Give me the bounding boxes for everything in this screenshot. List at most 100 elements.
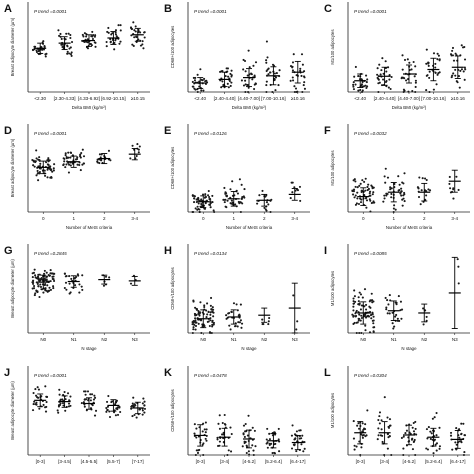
data-point: [100, 159, 103, 162]
data-point: [36, 282, 39, 286]
data-point: [217, 422, 220, 425]
data-point: [384, 60, 387, 63]
data-point: [105, 45, 108, 48]
data-point: [393, 204, 396, 207]
data-point: [393, 325, 396, 328]
data-point: [37, 388, 40, 391]
data-point: [31, 158, 34, 162]
data-point: [35, 290, 38, 293]
data-point: [352, 420, 355, 423]
data-point: [247, 90, 250, 94]
y-axis-label: Breast adipocyte diameter (µm): [10, 17, 15, 76]
data-point: [194, 306, 197, 309]
data-point: [36, 386, 39, 389]
data-point: [382, 200, 385, 203]
data-point: [65, 163, 68, 166]
data-point: [195, 427, 198, 430]
data-point: [372, 200, 375, 203]
data-point: [132, 44, 135, 47]
data-point: [114, 29, 118, 32]
x-tick-label: [7.00-10.16]: [421, 96, 446, 101]
x-tick-label: ≥10.15: [131, 96, 145, 101]
data-point: [397, 189, 400, 192]
data-point: [459, 69, 462, 72]
data-point: [89, 399, 92, 402]
data-point: [390, 196, 393, 199]
x-tick-label: [5.2-6.4]: [265, 459, 282, 464]
data-point: [414, 79, 417, 82]
data-point: [61, 45, 64, 49]
x-tick-label: [0-3]: [36, 459, 45, 464]
data-point: [216, 436, 219, 439]
panel-L: L P trend =0.0304 M1/100 adipocytes [0-3] [3…: [324, 366, 470, 464]
data-point: [392, 210, 395, 214]
y-axis-label: Breast adipocyte diameter (µm): [10, 138, 15, 197]
data-point: [432, 88, 435, 91]
data-point: [302, 84, 305, 87]
data-point: [207, 189, 210, 193]
data-point: [94, 409, 98, 412]
data-point: [211, 306, 214, 309]
x-tick-label: [4-5.2]: [242, 459, 255, 464]
data-point: [49, 272, 52, 275]
data-point: [433, 438, 436, 441]
data-point: [392, 327, 395, 330]
data-point: [299, 199, 302, 202]
data-point: [433, 416, 436, 419]
data-point: [37, 285, 40, 288]
data-point: [437, 54, 440, 57]
data-point: [81, 274, 84, 277]
data-point: [240, 183, 243, 186]
data-point: [80, 285, 83, 288]
data-point: [365, 74, 368, 77]
data-point: [299, 67, 302, 70]
data-point: [143, 400, 146, 403]
data-point: [93, 41, 96, 44]
data-point: [354, 185, 357, 188]
data-point: [295, 90, 298, 94]
panel-letter: E: [164, 125, 171, 137]
data-point: [143, 36, 146, 39]
data-point: [243, 188, 246, 191]
data-point: [408, 61, 411, 64]
data-point: [135, 416, 138, 419]
data-point: [91, 30, 94, 33]
data-point: [358, 331, 361, 335]
x-tick-label: N0: [40, 337, 46, 342]
data-point: [428, 90, 431, 94]
data-point: [32, 160, 35, 163]
data-point: [35, 394, 38, 397]
data-point: [110, 33, 113, 36]
data-point: [131, 415, 134, 418]
x-tick-label: [4.33-6.92]: [78, 96, 100, 101]
data-point: [141, 40, 144, 43]
data-point: [197, 322, 200, 325]
x-tick-label: ≥10.16: [451, 96, 465, 101]
data-point: [402, 447, 405, 450]
data-point: [63, 157, 66, 160]
data-point: [449, 187, 452, 190]
data-point: [194, 207, 197, 210]
panel-C: C P trend =0.0001 M1/100 adipocytes Delta B…: [324, 2, 470, 110]
data-point: [205, 439, 208, 442]
data-point: [198, 208, 201, 211]
data-point: [248, 453, 251, 456]
data-point: [224, 75, 227, 78]
data-point: [352, 81, 355, 84]
data-point: [435, 411, 438, 415]
data-point: [242, 68, 245, 71]
data-point: [132, 21, 135, 24]
data-point: [39, 285, 43, 289]
data-point: [253, 429, 256, 432]
data-point: [221, 70, 224, 73]
data-point: [364, 189, 367, 192]
data-point: [39, 283, 42, 286]
data-point: [267, 323, 270, 326]
data-point: [261, 318, 264, 321]
data-point: [64, 398, 67, 401]
data-point: [458, 428, 461, 431]
data-point: [388, 312, 391, 315]
data-point: [386, 447, 389, 450]
data-point: [212, 315, 215, 318]
data-point: [62, 404, 65, 407]
